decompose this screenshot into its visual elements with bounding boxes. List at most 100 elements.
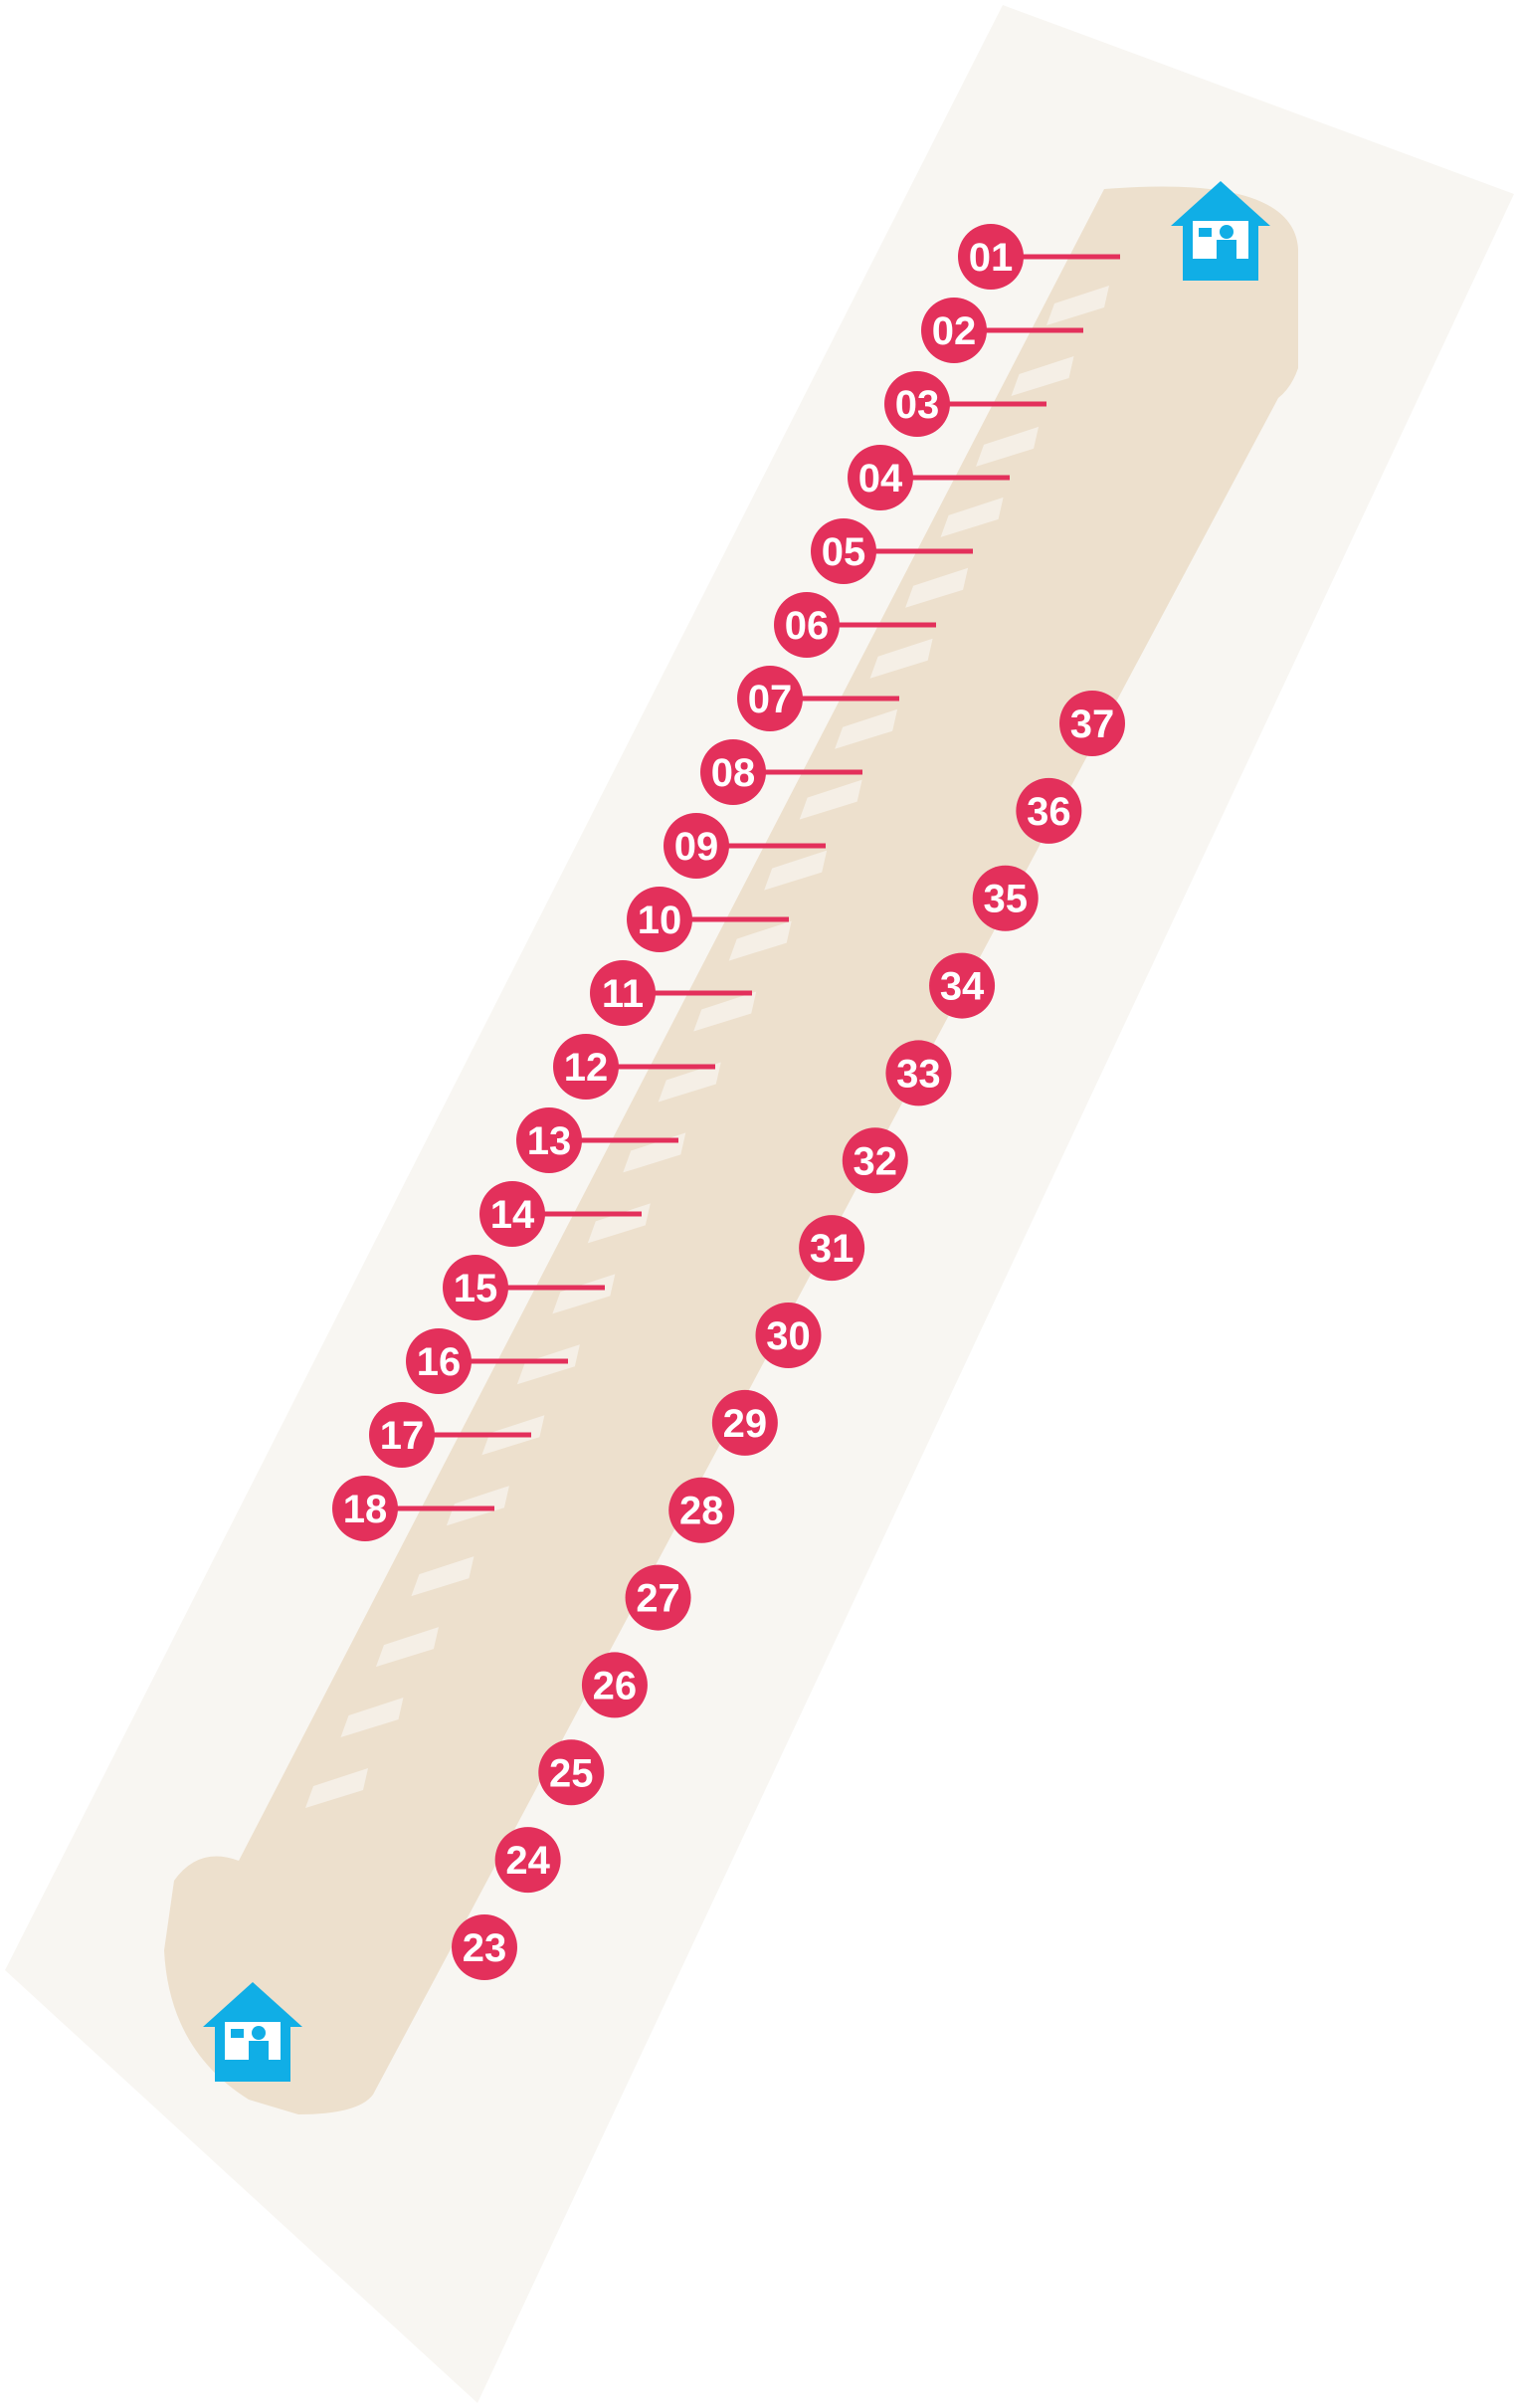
parking-spot-marker[interactable]: 31	[799, 1215, 865, 1282]
parking-bay-stripe	[516, 1344, 580, 1385]
spot-marker-circle	[406, 1328, 472, 1394]
parking-bay-stripe	[411, 1556, 475, 1597]
parking-spot-marker[interactable]: 02	[921, 298, 987, 363]
spot-number-label: 07	[748, 678, 793, 721]
ticket-booth-icon[interactable]	[1171, 181, 1270, 281]
spot-marker-circle	[755, 1303, 822, 1368]
spot-marker-circle	[590, 960, 656, 1026]
parking-bay-stripe	[1046, 286, 1109, 325]
parking-spot-marker[interactable]: 12	[553, 1034, 619, 1100]
parking-spot-marker[interactable]: 25	[538, 1739, 605, 1806]
spot-marker-circle	[494, 1827, 561, 1894]
spot-marker-circle	[664, 813, 729, 879]
spot-number-label: 34	[940, 965, 985, 1009]
spot-number-label: 33	[896, 1052, 941, 1096]
parking-spot-marker[interactable]: 13	[516, 1107, 582, 1173]
spot-marker-circle	[737, 666, 803, 731]
parking-spot-marker[interactable]: 34	[929, 952, 996, 1019]
parking-bay-stripe	[1011, 355, 1074, 396]
spot-marker-circle	[553, 1034, 619, 1100]
parking-spot-marker[interactable]: 10	[627, 887, 692, 952]
spot-marker-circle	[369, 1402, 435, 1468]
parking-spot-marker[interactable]: 35	[972, 865, 1039, 931]
spot-marker-circle	[972, 865, 1039, 931]
parking-bay-stripe	[764, 850, 828, 891]
parking-bay-stripe	[905, 567, 969, 608]
spot-number-label: 01	[969, 236, 1014, 280]
parking-spot-marker[interactable]: 18	[332, 1476, 398, 1541]
parking-spot-marker[interactable]: 11	[590, 960, 656, 1026]
spot-marker-circle	[668, 1477, 735, 1543]
parking-bay-stripe	[976, 426, 1040, 467]
spot-marker-circle	[884, 371, 950, 437]
spot-marker-circle	[811, 518, 876, 584]
spot-marker-circle	[1016, 777, 1082, 844]
parking-spot-marker[interactable]: 17	[369, 1402, 435, 1468]
parking-spot-marker[interactable]: 03	[884, 371, 950, 437]
spot-number-label: 16	[417, 1340, 462, 1384]
parking-spot-marker[interactable]: 05	[811, 518, 876, 584]
spot-marker-circle	[929, 952, 996, 1019]
spot-marker-circle	[479, 1181, 545, 1247]
parking-spot-marker[interactable]: 29	[711, 1389, 778, 1456]
parking-spot-marker[interactable]: 33	[885, 1040, 952, 1106]
parking-bay-stripe	[305, 1768, 368, 1808]
parking-bay-stripes	[305, 286, 1109, 1808]
parking-spot-marker[interactable]: 15	[443, 1255, 508, 1320]
parking-spot-marker[interactable]: 37	[1059, 691, 1125, 756]
spot-marker-circle	[516, 1107, 582, 1173]
spot-number-label: 29	[723, 1402, 768, 1446]
parking-spot-marker[interactable]: 14	[479, 1181, 545, 1247]
spot-marker-circle	[581, 1652, 648, 1718]
spot-number-label: 31	[810, 1227, 854, 1271]
spot-number-label: 36	[1027, 790, 1071, 834]
parking-bay-stripe	[835, 708, 898, 749]
spot-marker-circle	[443, 1255, 508, 1320]
spot-number-label: 02	[932, 309, 977, 353]
parking-bay-stripe	[340, 1698, 404, 1738]
parking-spot-marker[interactable]: 08	[700, 739, 766, 805]
spot-number-label: 18	[343, 1488, 388, 1531]
parking-spot-marker[interactable]: 07	[737, 666, 803, 731]
spot-number-label: 35	[983, 878, 1028, 921]
spot-number-label: 03	[895, 383, 940, 427]
parking-spot-marker[interactable]: 24	[494, 1827, 561, 1894]
spot-number-label: 27	[636, 1577, 680, 1621]
parking-spot-marker[interactable]: 32	[842, 1127, 908, 1194]
spot-number-label: 04	[858, 457, 903, 501]
parking-bay-stripe	[552, 1274, 616, 1314]
spot-marker-circle	[1059, 691, 1125, 756]
parking-bay-stripe	[693, 991, 757, 1032]
spot-number-label: 05	[822, 530, 866, 574]
spot-number-label: 37	[1070, 702, 1115, 746]
parking-spot-marker[interactable]: 28	[668, 1477, 735, 1543]
spot-number-label: 12	[564, 1046, 609, 1090]
parking-spot-marker[interactable]: 04	[848, 445, 913, 510]
parking-bay-stripe	[940, 497, 1004, 537]
parking-spot-marker[interactable]: 30	[755, 1303, 822, 1368]
parking-spot-marker[interactable]: 16	[406, 1328, 472, 1394]
parking-spot-marker[interactable]: 01	[958, 224, 1024, 290]
ticket-booth-icon[interactable]	[203, 1982, 302, 2082]
spot-number-label: 25	[549, 1751, 594, 1795]
spot-number-label: 28	[679, 1490, 724, 1533]
spot-number-label: 08	[711, 751, 756, 795]
parking-bay-stripe	[799, 779, 862, 820]
spot-markers: 01 02 03 04 05 06 07 08 09 10 11 12 13 14 15 16 17 18 37 36…	[332, 224, 1125, 1980]
parking-spot-marker[interactable]: 36	[1016, 777, 1082, 844]
parking-surface	[164, 186, 1298, 2114]
parking-spot-marker[interactable]: 26	[581, 1652, 648, 1718]
spot-marker-circle	[627, 887, 692, 952]
parking-spot-marker[interactable]: 06	[774, 592, 840, 658]
parking-spot-marker[interactable]: 27	[625, 1564, 691, 1631]
spot-marker-circle	[332, 1476, 398, 1541]
spot-number-label: 11	[602, 972, 644, 1016]
parking-bay-stripe	[375, 1627, 439, 1668]
spot-marker-circle	[538, 1739, 605, 1806]
spot-marker-circle	[711, 1389, 778, 1456]
spot-marker-circle	[700, 739, 766, 805]
parking-bay-stripe	[658, 1062, 721, 1103]
parking-spot-marker[interactable]: 23	[452, 1914, 517, 1980]
parking-spot-marker[interactable]: 09	[664, 813, 729, 879]
